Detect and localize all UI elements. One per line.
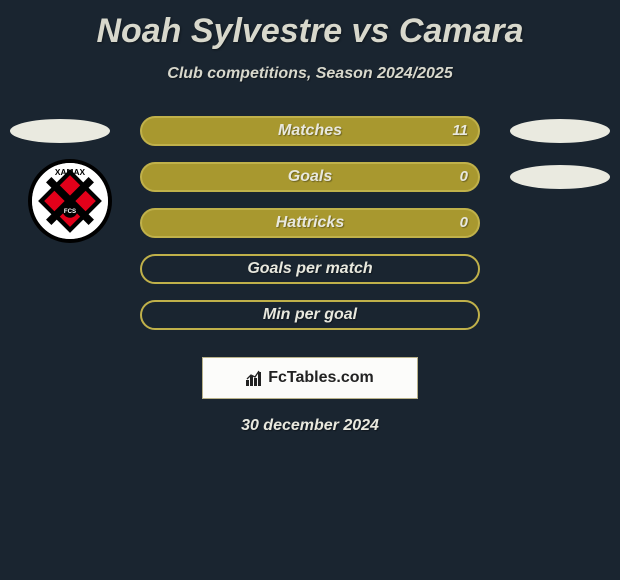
stat-row: XAMAX FCS Goals0 (0, 161, 620, 207)
comparison-subtitle: Club competitions, Season 2024/2025 (0, 65, 620, 83)
stat-label: Matches (142, 118, 478, 144)
stat-value-right: 0 (460, 164, 468, 190)
svg-text:XAMAX: XAMAX (55, 167, 86, 177)
stat-value-right: 0 (460, 210, 468, 236)
player-left-marker (10, 119, 110, 143)
chart-icon (246, 370, 264, 386)
stats-rows: Matches11 XAMAX FCS Goals0Hattricks0Goal… (0, 115, 620, 345)
stat-row: Goals per match (0, 253, 620, 299)
stat-row: Min per goal (0, 299, 620, 345)
snapshot-date: 30 december 2024 (0, 417, 620, 435)
stat-bar: Min per goal (140, 300, 480, 330)
stat-bar: Goals0 (140, 162, 480, 192)
stat-bar: Goals per match (140, 254, 480, 284)
stat-bar: Hattricks0 (140, 208, 480, 238)
brand-attribution: FcTables.com (202, 357, 418, 399)
comparison-title: Noah Sylvestre vs Camara (0, 0, 620, 51)
stat-label: Hattricks (142, 210, 478, 236)
stat-label: Min per goal (142, 302, 478, 328)
stat-row: Hattricks0 (0, 207, 620, 253)
stat-label: Goals per match (142, 256, 478, 282)
player-right-marker (510, 165, 610, 189)
player-right-marker (510, 119, 610, 143)
stat-label: Goals (142, 164, 478, 190)
stat-value-right: 11 (452, 118, 468, 144)
stat-row: Matches11 (0, 115, 620, 161)
brand-label: FcTables.com (268, 369, 374, 387)
stat-bar: Matches11 (140, 116, 480, 146)
